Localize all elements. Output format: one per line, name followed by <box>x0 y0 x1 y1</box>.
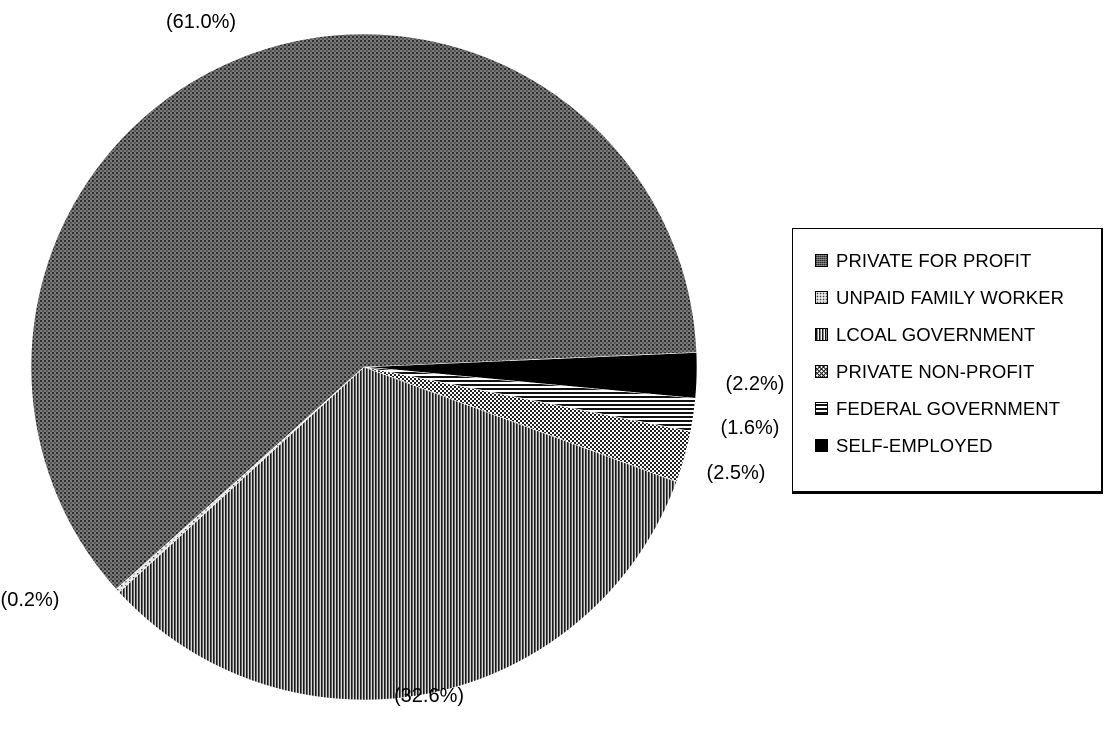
legend-item-self-employed: SELF-EMPLOYED <box>815 427 1101 464</box>
pie-slice-private-for-profit <box>30 33 697 590</box>
legend-label: LCOAL GOVERNMENT <box>836 323 1036 345</box>
legend-swatch-light-dots <box>815 291 828 304</box>
pie-slice-lcoal-government <box>118 366 678 701</box>
legend-label: SELF-EMPLOYED <box>836 434 993 456</box>
data-label-lcoal-government: (32.6%) <box>394 685 464 707</box>
legend-swatch-solid <box>815 439 828 452</box>
pie-slice-federal-government <box>363 366 696 432</box>
legend-item-private-non-profit: PRIVATE NON-PROFIT <box>815 353 1101 390</box>
legend-swatch-horizontal-lines <box>815 402 828 415</box>
legend-label: PRIVATE NON-PROFIT <box>836 360 1035 382</box>
legend-label: PRIVATE FOR PROFIT <box>836 249 1032 271</box>
legend-item-federal-government: FEDERAL GOVERNMENT <box>815 390 1101 427</box>
data-label-unpaid-family-worker: (0.2%) <box>1 589 60 611</box>
data-label-private-non-profit: (2.5%) <box>707 462 766 484</box>
legend-label: FEDERAL GOVERNMENT <box>836 397 1061 419</box>
chart-legend: PRIVATE FOR PROFIT UNPAID FAMILY WORKER … <box>792 228 1103 494</box>
legend-swatch-checker <box>815 365 828 378</box>
legend-item-private-for-profit: PRIVATE FOR PROFIT <box>815 242 1101 279</box>
legend-swatch-fine-grid <box>815 254 828 267</box>
data-label-federal-government: (1.6%) <box>721 417 780 439</box>
data-label-self-employed: (2.2%) <box>726 373 785 395</box>
legend-item-local-government: LCOAL GOVERNMENT <box>815 316 1101 353</box>
data-label-private-for-profit: (61.0%) <box>166 11 236 33</box>
legend-item-unpaid-family-worker: UNPAID FAMILY WORKER <box>815 279 1101 316</box>
legend-label: UNPAID FAMILY WORKER <box>836 286 1065 308</box>
legend-swatch-vertical-lines <box>815 328 828 341</box>
